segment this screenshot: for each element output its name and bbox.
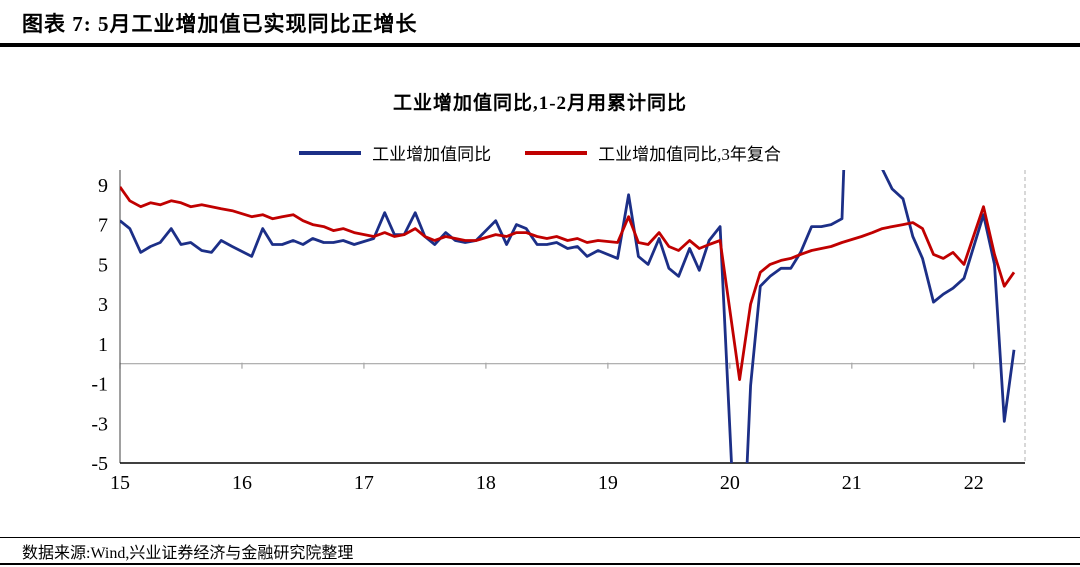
x-tick-label: 21 (842, 472, 862, 494)
source-footer: 数据来源:Wind,兴业证券经济与金融研究院整理 (0, 537, 1080, 565)
red-line-swatch (525, 150, 588, 155)
y-tick-label: -5 (91, 453, 108, 475)
y-tick-label: 5 (98, 254, 108, 276)
series-line-1 (120, 186, 1016, 382)
y-tick-label: -1 (91, 374, 108, 396)
data-source-text: 数据来源:Wind,兴业证券经济与金融研究院整理 (22, 544, 354, 562)
legend-item-yoy: 工业增加值同比 (299, 140, 491, 165)
x-tick-label: 20 (720, 472, 740, 494)
figure-header: 图表 7: 5月工业增加值已实现同比正增长 (0, 0, 1080, 47)
figure-title: 图表 7: 5月工业增加值已实现同比正增长 (22, 12, 418, 36)
series-line-0 (120, 170, 1016, 463)
x-tick-label: 22 (964, 472, 984, 494)
x-tick-label: 15 (110, 472, 130, 494)
legend-item-3yr-compound: 工业增加值同比,3年复合 (525, 140, 781, 165)
chart-legend: 工业增加值同比 工业增加值同比,3年复合 (0, 140, 1080, 165)
y-tick-label: 3 (98, 294, 108, 316)
y-tick-label: 7 (98, 215, 108, 237)
x-tick-label: 16 (232, 472, 252, 494)
y-tick-label: 9 (98, 175, 108, 197)
legend-label-3yr-compound: 工业增加值同比,3年复合 (598, 145, 781, 164)
line-chart-svg: 9 7 5 3 1 -1 -3 -515 16 17 18 19 20 21 22 (91, 170, 1026, 494)
y-tick-label: 1 (98, 334, 108, 356)
y-tick-label: -3 (91, 413, 108, 435)
chart-title: 工业增加值同比,1-2月用累计同比 (392, 93, 688, 114)
legend-label-yoy: 工业增加值同比 (372, 145, 492, 164)
x-tick-label: 17 (354, 472, 374, 494)
blue-line-swatch (299, 150, 362, 155)
x-tick-label: 19 (598, 472, 618, 494)
plot-area-wrapper: 9 7 5 3 1 -1 -3 -5 15 16 17 18 19 20 21 22 (0, 160, 1080, 500)
x-tick-label: 18 (476, 472, 496, 494)
